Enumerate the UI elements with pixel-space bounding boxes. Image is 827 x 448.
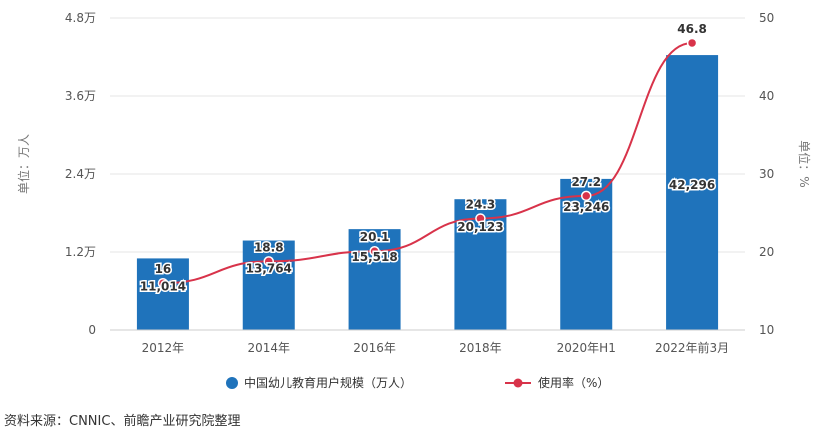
y-left-tick-label: 1.2万 <box>65 245 96 259</box>
x-tick-label: 2020年H1 <box>557 341 616 355</box>
grid-layer <box>110 17 745 331</box>
usage-rate-line <box>162 41 693 285</box>
y-left-tick-label: 4.8万 <box>65 11 96 25</box>
x-tick-label: 2022年前3月 <box>655 340 729 355</box>
usage-rate-point <box>581 190 592 202</box>
usage-rate-label: 46.8 <box>677 22 707 36</box>
bar-value-label: 13,764 <box>246 262 292 276</box>
legend-line-marker <box>513 378 523 388</box>
bar <box>666 55 719 331</box>
usage-rate-point <box>686 37 698 49</box>
y-right-axis-title: 单位：% <box>797 140 812 187</box>
legend-line-label: 使用率（%） <box>538 375 609 390</box>
x-tick-label: 2016年 <box>353 341 396 355</box>
usage-rate-point <box>157 277 169 289</box>
bar <box>348 229 401 330</box>
y-right-tick-label: 40 <box>759 89 774 103</box>
y-left-tick-label: 0 <box>88 323 96 337</box>
y-right-tick-label: 50 <box>759 11 774 25</box>
legend-bar-label: 中国幼儿教育用户规模（万人） <box>244 375 412 390</box>
source-note: 资料来源：CNNIC、前瞻产业研究院整理 <box>4 414 241 429</box>
y-right-tick-label: 30 <box>759 167 774 181</box>
bar <box>242 240 295 330</box>
y-right-tick-label: 10 <box>759 323 774 337</box>
x-tick-label: 2014年 <box>247 341 290 355</box>
line-layer <box>157 37 698 289</box>
y-left-tick-label: 2.4万 <box>65 167 96 181</box>
label-layer: 11,014 13,764 15,518 20,123 23,246 42,296 16 18… <box>138 20 716 294</box>
usage-rate-label: 18.8 <box>254 240 284 254</box>
legend-bar-swatch <box>226 377 238 389</box>
bar <box>136 258 189 330</box>
bar-layer <box>136 55 719 331</box>
usage-rate-point <box>369 245 380 257</box>
bar-value-label: 20,123 <box>457 220 503 234</box>
legend-layer: 中国幼儿教育用户规模（万人） 使用率（%） <box>226 375 609 390</box>
y-left-axis-title: 单位：万人 <box>16 134 31 194</box>
bar-value-label: 11,014 <box>140 279 186 293</box>
usage-rate-point <box>263 256 274 267</box>
usage-rate-label: 20.1 <box>360 230 390 244</box>
y-right-tick-label: 20 <box>759 245 774 259</box>
usage-rate-point <box>475 213 486 224</box>
y-left-tick-label: 3.6万 <box>65 89 96 103</box>
x-tick-label: 2012年 <box>142 341 185 355</box>
usage-rate-label: 24.3 <box>466 197 496 211</box>
x-tick-label: 2018年 <box>459 341 502 355</box>
bar <box>560 178 613 330</box>
axis-layer: 0 1.2万 2.4万 3.6万 4.8万 10 20 30 40 50 单位：万人 单位：% 2012… <box>16 11 812 355</box>
usage-rate-label: 27.2 <box>571 175 601 189</box>
bar-value-label: 23,246 <box>563 200 609 214</box>
bar-value-label: 42,296 <box>669 178 715 192</box>
usage-rate-label: 16 <box>155 262 172 276</box>
bar-value-label: 15,518 <box>351 250 397 264</box>
